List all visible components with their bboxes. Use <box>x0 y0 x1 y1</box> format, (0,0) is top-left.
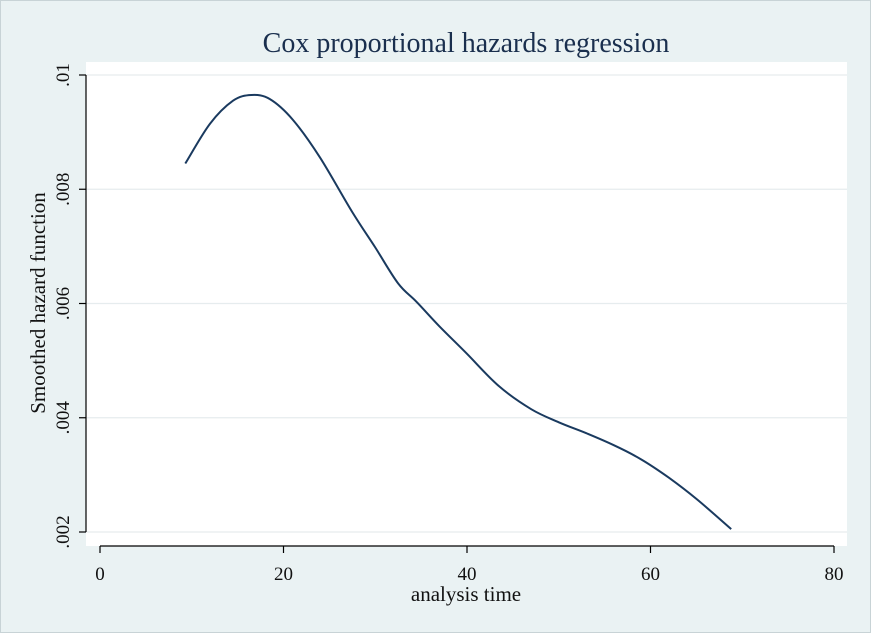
x-tick-label: 40 <box>458 564 477 585</box>
y-tick-label: .008 <box>53 173 74 206</box>
y-tick-label: .006 <box>53 287 74 320</box>
x-tick-label: 60 <box>641 564 660 585</box>
x-axis: 0 20 40 60 80 <box>95 545 844 585</box>
grid <box>86 74 847 533</box>
y-axis-label: Smoothed hazard function <box>26 192 50 414</box>
y-tick-label: .01 <box>53 63 74 87</box>
x-tick-label: 20 <box>274 564 293 585</box>
y-tick-label: .004 <box>53 401 74 435</box>
x-axis-label: analysis time <box>411 582 521 606</box>
x-tick-label: 0 <box>95 564 105 585</box>
x-tick-label: 80 <box>825 564 844 585</box>
y-tick-label: .002 <box>53 515 74 548</box>
chart-title: Cox proportional hazards regression <box>263 28 670 59</box>
y-axis: .002 .004 .006 .008 .01 <box>53 63 87 549</box>
series-line <box>184 93 732 530</box>
